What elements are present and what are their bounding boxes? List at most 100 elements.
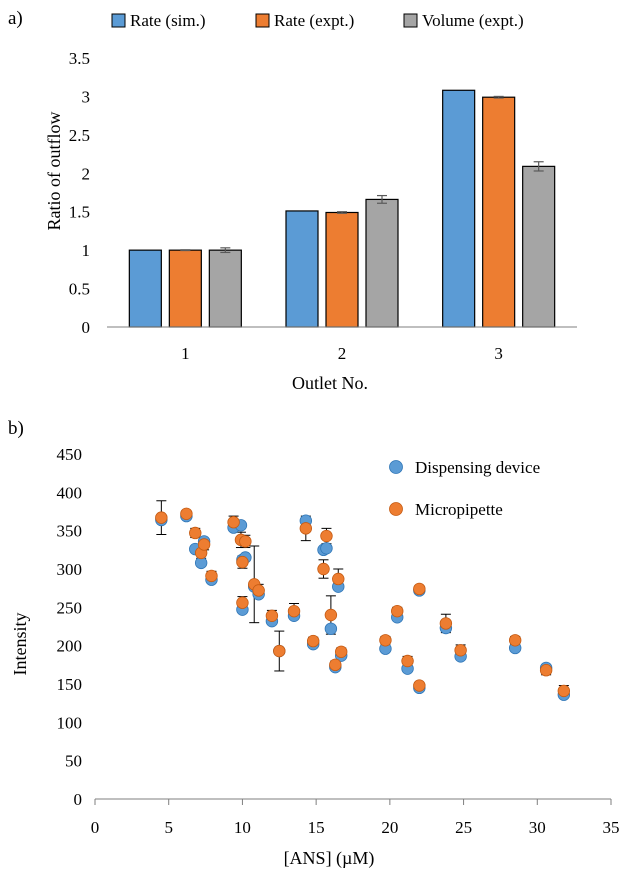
- x-axis-title-b: [ANS] (µM): [284, 848, 375, 869]
- y-tick-b-150: 150: [57, 675, 83, 694]
- x-tick-labels-b: 0 5 10 15 20 25 30 35: [91, 818, 620, 837]
- x-tick-a-outlet-1: 1: [181, 344, 190, 363]
- error-bar-2-outlet-1: [220, 247, 231, 254]
- point-micropipette-16: [299, 522, 313, 535]
- y-tick-a-3.5: 3.5: [69, 49, 90, 68]
- y-tick-a-3: 3: [82, 87, 91, 106]
- legend-label-micropipette: Micropipette: [415, 500, 503, 519]
- x-tick-b-35: 35: [603, 818, 620, 837]
- point-micropipette-15: [287, 604, 301, 618]
- error-bar-1-outlet-1: [180, 249, 191, 252]
- error-bars-a: [180, 95, 544, 254]
- x-tick-a-outlet-2: 2: [338, 344, 347, 363]
- point-micropipette-25: [391, 604, 404, 618]
- point-micropipette-30: [454, 644, 467, 657]
- y-tick-a-0.5: 0.5: [69, 280, 90, 299]
- point-micropipette-8: [236, 596, 249, 609]
- x-tick-b-25: 25: [455, 818, 472, 837]
- point-micropipette-1: [180, 507, 193, 521]
- x-axis-title-a: Outlet No.: [292, 373, 368, 393]
- legend-a: Rate (sim.) Rate (expt.) Volume (expt.): [111, 11, 524, 30]
- y-tick-b-0: 0: [74, 790, 83, 809]
- error-bar-1-outlet-3: [493, 95, 504, 99]
- legend-label-rate-expt: Rate (expt.): [274, 11, 354, 30]
- x-tick-labels-a: 1 2 3: [181, 344, 503, 363]
- scatter-points-b: [155, 507, 571, 701]
- bar-rate-expt-outlet-2: [325, 211, 359, 328]
- panel-label-a: a): [8, 8, 23, 29]
- point-micropipette-26: [401, 654, 414, 668]
- y-axis-title-a: Ratio of outflow: [44, 112, 64, 231]
- y-tick-b-250: 250: [57, 598, 83, 617]
- point-micropipette-22: [332, 572, 345, 586]
- point-micropipette-24: [379, 634, 392, 647]
- x-tick-b-10: 10: [234, 818, 251, 837]
- legend-label-rate-sim: Rate (sim.): [130, 11, 206, 30]
- error-bars-b: [156, 500, 569, 697]
- bar-rate-sim-outlet-1: [128, 249, 162, 328]
- point-micropipette-12: [252, 584, 265, 597]
- y-tick-b-450: 450: [57, 445, 83, 464]
- y-tick-a-1.5: 1.5: [69, 203, 90, 222]
- bar-rate-sim-outlet-2: [285, 210, 319, 328]
- legend-swatch-rate-expt: [255, 13, 270, 28]
- point-micropipette-21: [329, 658, 342, 672]
- y-axis-title-b: Intensity: [10, 613, 30, 676]
- x-tick-b-0: 0: [91, 818, 100, 837]
- point-micropipette-20: [324, 608, 338, 622]
- bar-chart-panel-a: a) Rate (sim.) Rate (expt.) Volume (expt…: [8, 8, 577, 393]
- point-micropipette-29: [439, 617, 453, 630]
- legend-label-volume-expt: Volume (expt.): [422, 11, 524, 30]
- scatter-chart-panel-b: b) Dispensing device Micropipette 0 50 1…: [8, 418, 620, 869]
- point-micropipette-13: [265, 609, 279, 622]
- y-tick-b-350: 350: [57, 522, 83, 541]
- y-tick-labels-a: 0 0.5 1 1.5 2 2.5 3 3.5: [69, 49, 90, 337]
- point-micropipette-19: [320, 529, 333, 543]
- bar-rate-expt-outlet-1: [168, 249, 202, 328]
- bar-rate-sim-outlet-3: [442, 89, 476, 328]
- panel-label-b: b): [8, 418, 24, 439]
- point-micropipette-9: [236, 555, 249, 569]
- point-dispensing-device-19: [320, 542, 333, 555]
- bar-volume-expt-outlet-3: [522, 165, 556, 328]
- point-micropipette-4: [197, 538, 211, 551]
- bar-volume-expt-outlet-1: [208, 249, 242, 328]
- point-micropipette-32: [539, 664, 553, 677]
- error-bar-2-outlet-2: [377, 194, 387, 204]
- point-micropipette-2: [189, 526, 202, 540]
- legend-swatch-rate-sim: [111, 13, 126, 28]
- legend-marker-dispensing-device: [389, 460, 403, 474]
- y-tick-a-2: 2: [82, 164, 91, 183]
- legend-swatch-volume-expt: [403, 13, 418, 28]
- y-tick-a-0: 0: [82, 318, 91, 337]
- y-tick-labels-b: 0 50 100 150 200 250 300 350 400 450: [57, 445, 83, 809]
- point-micropipette-28: [413, 582, 426, 596]
- y-tick-b-100: 100: [57, 713, 83, 732]
- bars-a: [128, 89, 556, 328]
- y-tick-b-200: 200: [57, 637, 83, 656]
- y-tick-a-2.5: 2.5: [69, 126, 90, 145]
- x-tick-marks-b: [94, 799, 612, 805]
- point-micropipette-18: [317, 562, 330, 576]
- point-micropipette-5: [205, 569, 218, 583]
- point-dispensing-device-20: [324, 622, 338, 636]
- point-micropipette-27: [413, 679, 426, 692]
- point-micropipette-6: [227, 516, 240, 529]
- x-tick-b-15: 15: [308, 818, 325, 837]
- point-micropipette-33: [557, 684, 571, 698]
- x-tick-b-5: 5: [164, 818, 173, 837]
- legend-label-dispensing-device: Dispensing device: [415, 458, 540, 477]
- x-tick-b-30: 30: [529, 818, 546, 837]
- point-micropipette-0: [155, 511, 168, 524]
- y-tick-b-300: 300: [57, 560, 83, 579]
- error-bar-2-outlet-3: [533, 161, 544, 172]
- point-micropipette-17: [306, 634, 320, 648]
- legend-b: Dispensing device Micropipette: [389, 458, 540, 519]
- y-tick-b-400: 400: [57, 483, 83, 502]
- legend-marker-micropipette: [389, 502, 403, 516]
- bar-volume-expt-outlet-2: [365, 198, 399, 328]
- point-micropipette-31: [508, 634, 522, 647]
- x-tick-b-20: 20: [381, 818, 398, 837]
- point-micropipette-23: [335, 645, 348, 659]
